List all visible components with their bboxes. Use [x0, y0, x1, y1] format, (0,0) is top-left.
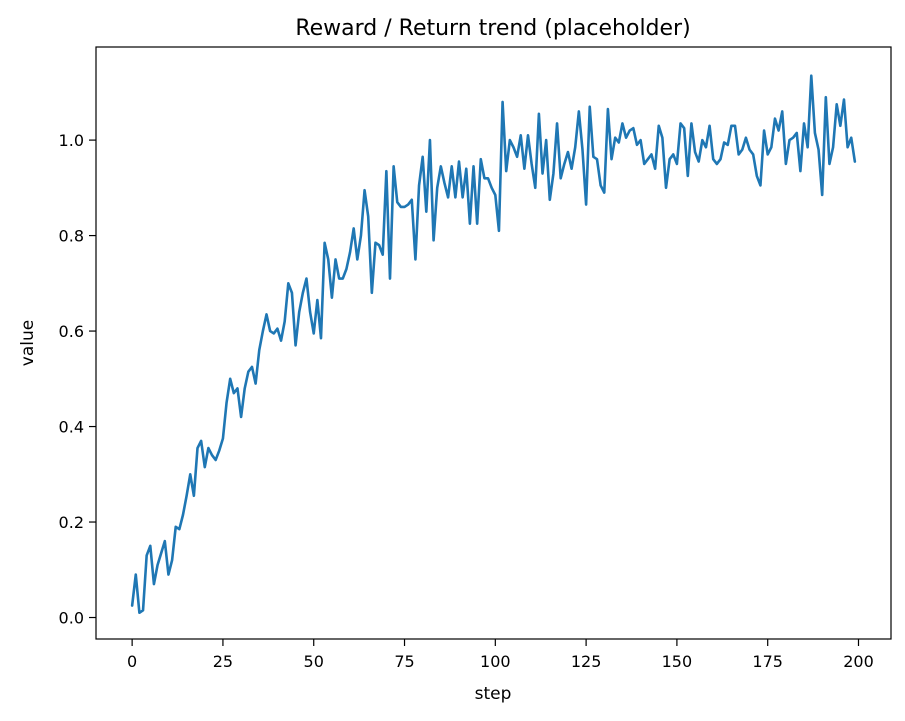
chart-title: Reward / Return trend (placeholder) [295, 16, 690, 41]
x-axis: 0 25 50 75 100 125 150 175 200 [127, 639, 874, 671]
y-tick-label: 0.4 [59, 418, 84, 437]
x-tick-label: 175 [752, 652, 783, 671]
x-axis-label: step [475, 684, 512, 704]
y-tick-label: 0.8 [59, 227, 84, 246]
x-tick-label: 200 [843, 652, 874, 671]
x-tick-label: 150 [662, 652, 693, 671]
series-layer [130, 74, 857, 615]
x-tick-label: 0 [127, 652, 137, 671]
y-tick-label: 1.0 [59, 131, 84, 150]
x-tick-label: 125 [571, 652, 602, 671]
y-axis-label: value [18, 320, 38, 366]
series-line [130, 74, 857, 615]
x-tick-label: 75 [394, 652, 414, 671]
y-tick-label: 0.2 [59, 513, 84, 532]
x-tick-label: 50 [304, 652, 324, 671]
x-tick-label: 100 [480, 652, 511, 671]
y-tick-label: 0.6 [59, 322, 84, 341]
y-axis: 0.0 0.2 0.4 0.6 0.8 1.0 [59, 131, 96, 628]
x-tick-label: 25 [213, 652, 233, 671]
plot-frame [95, 46, 892, 640]
y-tick-label: 0.0 [59, 609, 84, 628]
